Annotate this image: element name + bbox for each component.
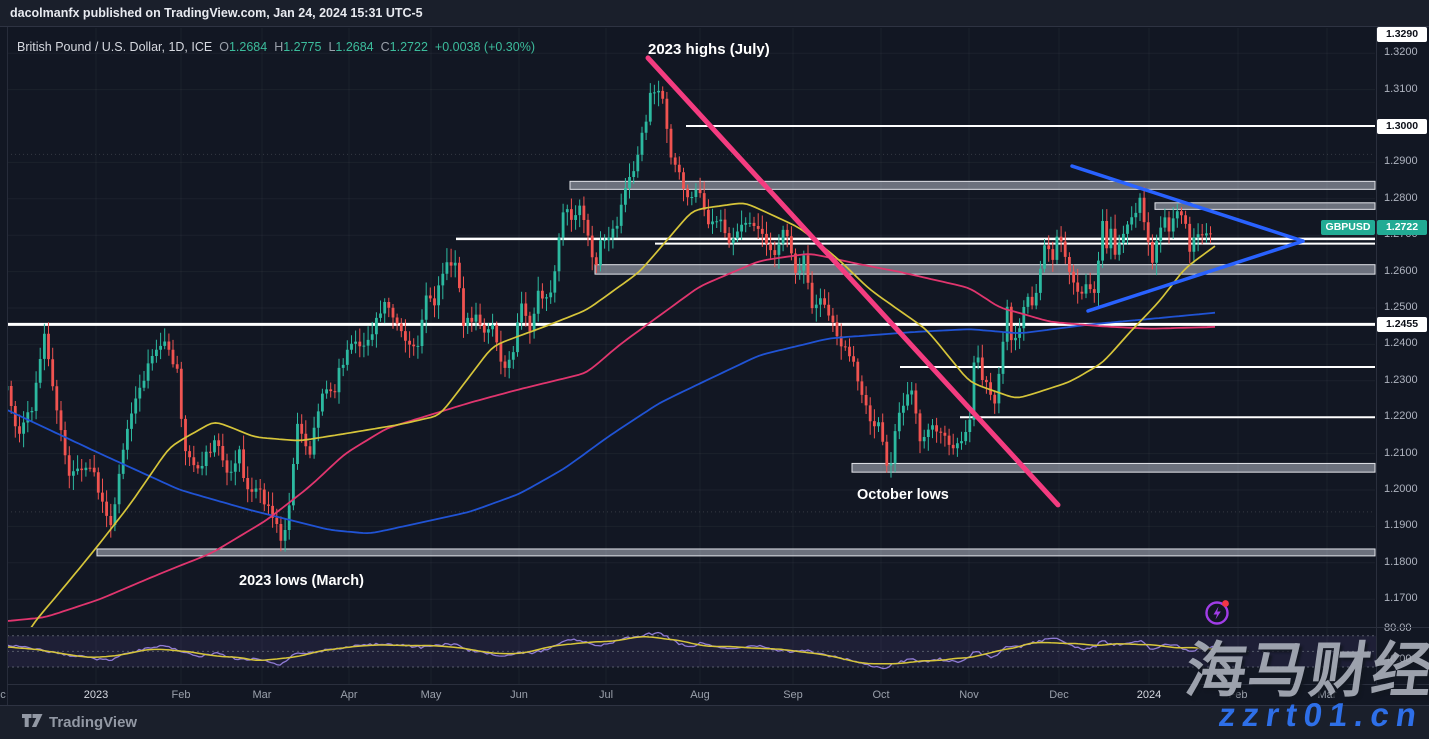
price-badge-12455: 1.2455 [1377,316,1427,332]
time-tick-month: Jul [598,689,614,701]
price-tick-label: 1.1900 [1384,519,1418,532]
rsi-axis-label-80: 80.00 [1384,622,1412,634]
sr-zone [1154,202,1376,210]
close-value: 1.2722 [389,40,428,54]
time-tick-month: Aug [690,689,710,701]
price-badge-13000: 1.3000 [1377,118,1427,134]
annotation-october-lows: October lows [857,487,949,503]
symbol-legend[interactable]: British Pound / U.S. Dollar, 1D, ICE O1.2… [17,40,535,54]
footer-bar: TradingView [0,705,1429,739]
time-tick-month: Nov [959,689,979,701]
price-tick-label: 1.2900 [1384,155,1418,168]
open-label: O [219,40,229,54]
price-tick-label: 1.2300 [1384,373,1418,386]
price-tick-label: 1.3200 [1384,46,1418,59]
change-value: +0.0038 (+0.30%) [434,40,535,54]
annotation-2023-highs: 2023 highs (July) [648,41,770,58]
main-pane [7,52,1376,627]
close-label: C [380,40,390,54]
low-label: L [328,40,336,54]
notification-dot [1222,600,1229,607]
price-tick-label: 1.2200 [1384,410,1418,423]
boost-icon[interactable] [1203,598,1237,630]
tradingview-brand-text: TradingView [49,714,138,731]
publish-info-bar: dacolmanfx published on TradingView.com,… [0,0,1429,27]
sr-zone [851,462,1376,473]
price-tick-label: 1.2800 [1384,191,1418,204]
candle-wicks-down [10,86,1211,552]
chart-left-border [7,27,8,705]
watermark-url: zzrt01.cn [1216,696,1426,733]
candle-wicks-up [7,80,1207,552]
time-tick-month: Mar [1317,689,1337,701]
wedge-upper [1070,164,1305,243]
time-tick-year: 2023 [83,689,109,701]
open-value: 1.2684 [228,40,268,54]
price-axis-border [1376,28,1377,684]
high-value: 1.2775 [283,40,322,54]
rsi-axis-label-40: 40.00 [1384,653,1412,666]
tradingview-logo-icon [22,714,43,727]
time-tick-month: Oct [872,689,890,701]
price-tick-label: 1.2100 [1384,446,1418,459]
time-tick-month: Dec [1049,689,1069,701]
price-tick-label: 1.2400 [1384,337,1418,350]
last-price-badge: 1.2722 [1377,219,1427,235]
time-tick-month: Feb [171,689,191,701]
annotation-2023-lows: 2023 lows (March) [239,573,364,589]
price-badge-13290: 1.3290 [1377,26,1427,42]
ma-50-line [30,202,1216,627]
time-axis-border [7,684,1429,685]
rsi-pane [7,631,1376,670]
downtrend-from-2023-highs [645,55,1061,508]
price-tick-label: 1.1800 [1384,555,1418,568]
sr-zone [594,264,1376,275]
ma-100-line [7,253,1216,622]
time-tick-month: Mar [252,689,272,701]
pane-separator[interactable] [7,627,1429,628]
time-tick-year: 2024 [1136,689,1162,701]
high-label: H [274,40,284,54]
lightning-bolt-icon [1213,606,1221,620]
rsi-ma-line [7,636,1214,665]
time-tick-month: Jun [510,689,528,701]
time-tick-month: Sep [783,689,803,701]
price-tick-label: 1.3100 [1384,82,1418,95]
sr-zone [96,548,1376,557]
price-tick-label: 1.2000 [1384,483,1418,495]
time-tick-month: Feb [1228,689,1248,701]
symbol-price-label: GBPUSD [1321,219,1375,235]
wedge-lower [1086,239,1305,313]
ma-200-line [7,311,1216,534]
tradingview-brand[interactable]: TradingView [22,714,137,731]
time-tick-month: Dec [0,689,6,701]
price-tick-label: 1.2600 [1384,264,1418,277]
time-tick-month: Apr [340,689,358,701]
time-tick-month: May [420,689,442,701]
symbol-title: British Pound / U.S. Dollar, 1D, ICE [17,40,213,54]
publish-info-text: dacolmanfx published on TradingView.com,… [10,6,423,20]
price-tick-label: 1.1700 [1384,592,1418,605]
price-tick-label: 1.2500 [1384,301,1418,313]
low-value: 1.2684 [335,40,374,54]
sr-zone [569,180,1376,190]
